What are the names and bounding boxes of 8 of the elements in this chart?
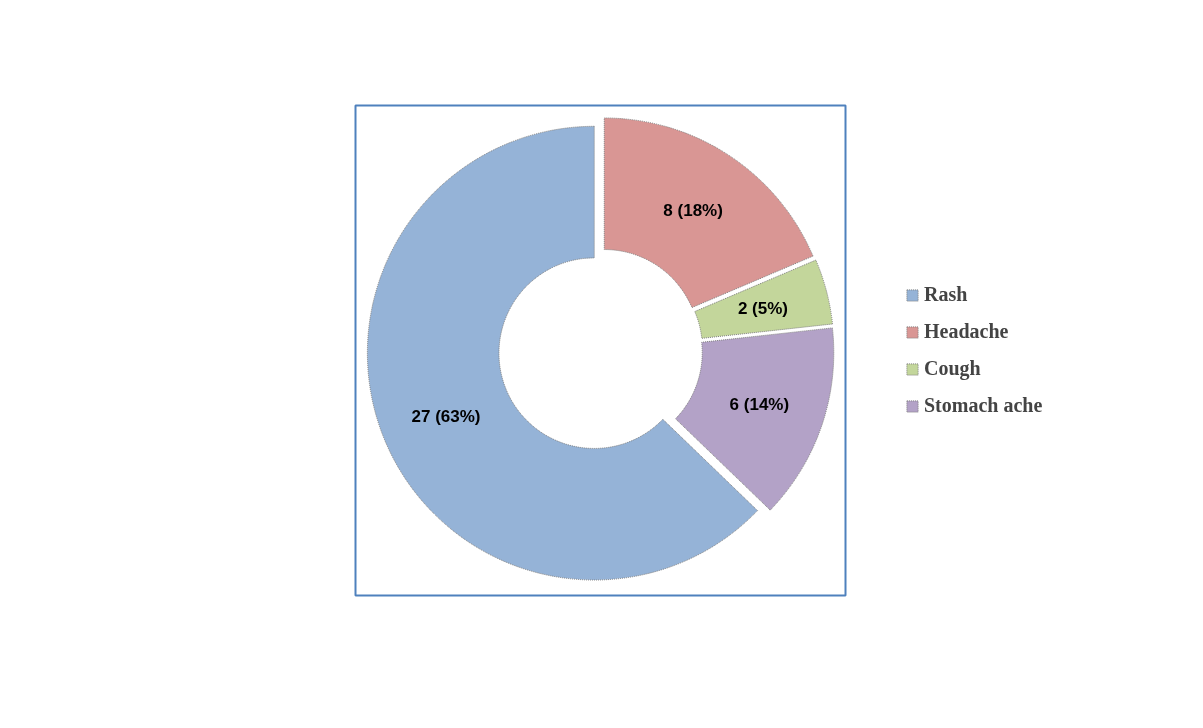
data-label: 6 (14%): [729, 395, 790, 415]
legend-label: Cough: [924, 357, 981, 380]
data-label: 27 (63%): [411, 406, 481, 426]
data-label: 8 (18%): [663, 201, 723, 220]
data-label: 2 (5%): [737, 298, 788, 318]
legend-label: Stomach ache: [924, 394, 1043, 417]
legend-label: Rash: [924, 283, 968, 306]
legend-label: Headache: [924, 320, 1009, 343]
